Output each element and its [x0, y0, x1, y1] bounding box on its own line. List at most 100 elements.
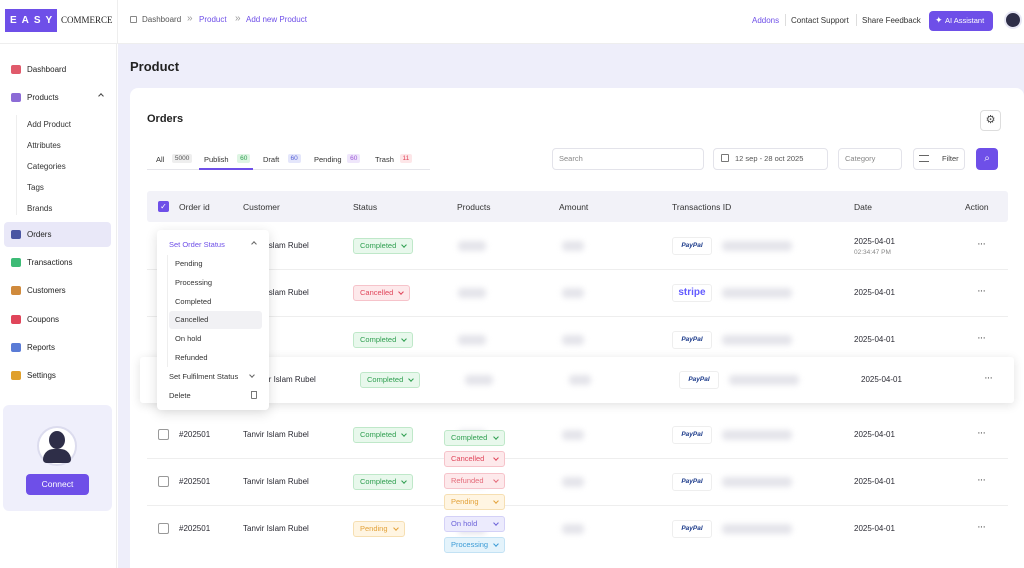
- nav-item[interactable]: Reports: [27, 343, 56, 352]
- tab-count: 60: [237, 154, 251, 163]
- date: 2025-04-01: [854, 477, 895, 486]
- divider: [856, 14, 857, 26]
- nav-item[interactable]: Coupons: [27, 315, 60, 324]
- action-menu[interactable]: ···: [977, 285, 986, 297]
- status-pill[interactable]: Pending: [353, 521, 405, 537]
- action-menu[interactable]: ···: [977, 427, 986, 439]
- nav-subitem[interactable]: Tags: [27, 183, 44, 192]
- date: 2025-04-01: [854, 237, 895, 246]
- column-header: Transactions ID: [672, 202, 732, 212]
- filter-icon: [919, 155, 929, 162]
- nav-subitem[interactable]: Attributes: [27, 141, 61, 150]
- blurred-amount: [562, 524, 584, 534]
- status-option[interactable]: On hold: [175, 334, 202, 344]
- nav-icon: [11, 343, 21, 352]
- tab-label[interactable]: Publish: [204, 155, 229, 164]
- search-input[interactable]: Search: [552, 148, 704, 170]
- breadcrumb-item[interactable]: Product: [199, 15, 227, 24]
- tab-count: 60: [287, 154, 301, 163]
- menu-title[interactable]: Set Order Status: [169, 240, 225, 249]
- connect-button[interactable]: Connect: [26, 474, 89, 495]
- blurred-amount: [562, 288, 584, 298]
- nav-icon: [11, 230, 21, 239]
- top-link[interactable]: Addons: [752, 16, 780, 25]
- menu-item[interactable]: Set Fulfilment Status: [169, 372, 239, 381]
- tabs-line: [147, 169, 430, 170]
- status-option-pill[interactable]: Refunded: [444, 472, 505, 489]
- status-pill[interactable]: Completed: [353, 332, 414, 348]
- calendar-icon: [721, 154, 729, 162]
- status-option-pill[interactable]: On hold: [444, 515, 505, 532]
- breadcrumb-item[interactable]: Dashboard: [142, 15, 182, 24]
- status-pill[interactable]: Completed: [360, 372, 421, 388]
- tab-label[interactable]: Pending: [314, 155, 342, 164]
- nav-item[interactable]: Orders: [27, 230, 52, 239]
- nav-item[interactable]: Settings: [27, 371, 56, 380]
- filter-button[interactable]: Filter: [913, 148, 965, 170]
- tab-label[interactable]: Trash: [375, 155, 394, 164]
- category-select[interactable]: Category: [838, 148, 902, 170]
- tab-label[interactable]: All: [156, 155, 165, 164]
- action-menu[interactable]: ···: [977, 332, 986, 344]
- status-option[interactable]: Pending: [175, 259, 203, 268]
- customer: Tanvir Islam Rubel: [243, 477, 309, 486]
- orders-card: [130, 88, 1024, 568]
- breadcrumb-item[interactable]: Add new Product: [246, 15, 307, 24]
- action-menu[interactable]: ···: [977, 238, 986, 250]
- status-pill[interactable]: Completed: [353, 474, 414, 490]
- user-avatar[interactable]: [1004, 11, 1022, 29]
- blurred-transaction: [729, 375, 799, 385]
- option-list-line: [167, 255, 168, 367]
- row-checkbox[interactable]: [158, 476, 169, 487]
- blurred-amount: [569, 375, 591, 385]
- status-option[interactable]: Processing: [175, 277, 213, 287]
- column-header: Products: [457, 202, 491, 212]
- date: 2025-04-01: [854, 524, 895, 533]
- status-option[interactable]: Refunded: [175, 353, 208, 362]
- payment-logo: PayPal: [672, 237, 712, 255]
- date-range[interactable]: 12 sep - 28 oct 2025: [713, 148, 828, 170]
- nav-item[interactable]: Dashboard: [27, 65, 67, 74]
- blurred-transaction: [722, 288, 792, 298]
- page-title: Product: [130, 59, 180, 74]
- ai-assistant-button[interactable]: AI Assistant: [929, 11, 993, 31]
- status-pill[interactable]: Completed: [353, 238, 414, 254]
- nav-subitem[interactable]: Add Product: [27, 120, 72, 129]
- search-button[interactable]: ⌕: [976, 148, 998, 170]
- brand-logo: EASY: [5, 9, 57, 32]
- order-id: #202501: [179, 430, 211, 439]
- payment-logo: PayPal: [672, 331, 712, 349]
- nav-item[interactable]: Transactions: [27, 258, 73, 267]
- tab-count: 60: [347, 154, 361, 163]
- row-divider: [147, 458, 1008, 459]
- nav-subitem[interactable]: Brands: [27, 204, 53, 213]
- header-checkbox[interactable]: ✓: [158, 201, 169, 212]
- blurred-products: [458, 288, 486, 298]
- menu-item[interactable]: Delete: [169, 391, 191, 400]
- tab-label[interactable]: Draft: [263, 155, 280, 164]
- nav-icon: [11, 93, 21, 102]
- status-pill[interactable]: Cancelled: [353, 285, 411, 301]
- status-pill[interactable]: Completed: [353, 427, 414, 443]
- action-menu[interactable]: ···: [977, 521, 986, 533]
- active-item-bg: [4, 222, 111, 247]
- status-option[interactable]: Completed: [175, 296, 212, 306]
- top-link[interactable]: Contact Support: [791, 16, 849, 25]
- top-link[interactable]: Share Feedback: [862, 16, 921, 25]
- blurred-amount: [562, 430, 584, 440]
- row-checkbox[interactable]: [158, 523, 169, 534]
- action-menu[interactable]: ···: [977, 474, 986, 486]
- row-checkbox[interactable]: [158, 429, 169, 440]
- status-option-pill[interactable]: Pending: [444, 494, 505, 511]
- status-option[interactable]: Cancelled: [175, 315, 209, 325]
- action-menu[interactable]: ···: [984, 372, 993, 384]
- blurred-transaction: [722, 335, 792, 345]
- status-option-pill[interactable]: Cancelled: [444, 451, 505, 468]
- nav-item[interactable]: Products: [27, 93, 59, 102]
- status-option-pill[interactable]: Completed: [444, 430, 505, 446]
- nav-item[interactable]: Customers: [27, 286, 66, 295]
- status-option-pill[interactable]: Processing: [444, 537, 505, 553]
- settings-button[interactable]: ⚙: [980, 110, 1001, 131]
- nav-subitem[interactable]: Categories: [27, 162, 66, 171]
